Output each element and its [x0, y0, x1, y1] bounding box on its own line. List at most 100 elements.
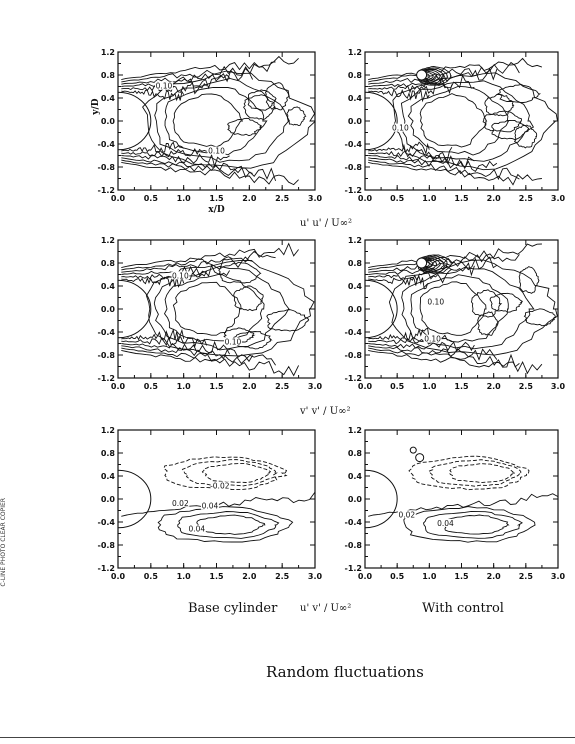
wake-contour: [145, 259, 315, 357]
x-tick-label: 3.0: [551, 572, 566, 581]
wake-contour: [419, 281, 487, 336]
y-tick-label: 0.4: [101, 282, 116, 291]
y-tick-label: 1.2: [101, 236, 115, 245]
contour-label: 0.10: [427, 297, 444, 306]
x-tick-label: 1.0: [422, 572, 437, 581]
shear-layer-contour: [368, 61, 520, 83]
y-tick-label: -0.4: [345, 328, 363, 337]
y-tick-label: 0.4: [348, 472, 363, 481]
y-tick-label: 0.0: [348, 495, 363, 504]
y-tick-label: -1.2: [98, 564, 116, 573]
wake-contour: [410, 274, 509, 343]
small-contour-loop: [477, 311, 499, 336]
contour-label-bg: [200, 501, 219, 510]
wake-contour: [388, 259, 558, 356]
y-tick-label: -0.4: [345, 518, 363, 527]
wake-contour: [172, 93, 244, 148]
x-tick-label: 2.0: [487, 194, 502, 203]
contour-group: [118, 55, 315, 186]
x-tick-label: 1.5: [209, 194, 224, 203]
contour-label-bg: [154, 81, 173, 90]
x-tick-label: 2.5: [519, 194, 534, 203]
y-tick-label: -0.8: [345, 541, 363, 550]
small-contour-loop: [496, 83, 542, 103]
x-tick-label: 2.5: [519, 382, 534, 391]
shear-layer-contour: [121, 328, 185, 341]
x-tick-label: 0.5: [144, 194, 159, 203]
y-tick-label: -0.8: [345, 351, 363, 360]
y-tick-label: -1.2: [345, 564, 363, 573]
panel-uu-control: 0.0 0.5 1.0 1.5 2.0 2.5 3.0 1.2 0.8 0.4 0.0 -0.4 -0.…: [337, 40, 567, 230]
contour-group: [118, 456, 315, 543]
y-tick-label: -0.4: [98, 518, 116, 527]
contour-label: 0.10: [424, 335, 441, 344]
wake-contour: [154, 78, 291, 163]
y-tick-label: -0.4: [98, 328, 116, 337]
y-tick-label: -0.8: [98, 163, 116, 172]
y-tick-label: -1.2: [98, 186, 116, 195]
shear-layer-contour: [368, 159, 520, 181]
positive-stress-contour: [422, 510, 523, 539]
small-contour-loop: [484, 94, 515, 117]
shear-layer-contour: [368, 161, 542, 186]
y-tick-label: 0.0: [101, 305, 116, 314]
quantity-label-vv: v' v' / U∞²: [300, 406, 351, 417]
shear-layer-contour: [121, 153, 230, 168]
x-tick-label: 0.0: [358, 572, 373, 581]
small-loop-contour: [409, 446, 417, 454]
y-tick-label: -1.2: [98, 374, 116, 383]
y-tick-label: 1.2: [348, 426, 362, 435]
x-tick-label: 3.0: [551, 382, 566, 391]
shear-layer-contour: [368, 154, 475, 168]
shear-layer-contour: [121, 242, 299, 269]
small-contour-loop: [482, 110, 522, 133]
negative-stress-contour: [448, 463, 515, 484]
panel-uu-base: 0.0 0.5 1.0 1.5 2.0 2.5 3.0 1.2 0.8 0.4 0.0 -0.4 -0.…: [90, 40, 330, 230]
contour-label-bg: [187, 524, 206, 533]
y-tick-label: -0.4: [345, 140, 363, 149]
x-tick-label: 1.5: [209, 382, 224, 391]
contour-label: 0.04: [188, 525, 205, 534]
y-tick-label: 0.8: [101, 449, 116, 458]
y-tick-label: -0.8: [345, 163, 363, 172]
small-contour-loop: [233, 285, 264, 312]
contour-label-bg: [436, 518, 455, 527]
y-tick-label: 0.4: [101, 94, 116, 103]
shear-layer-contour: [368, 341, 475, 352]
contour-label: 0.10: [225, 338, 242, 347]
y-tick-label: 0.0: [101, 495, 116, 504]
vv-base-plot: 0.0 0.5 1.0 1.5 2.0 2.5 3.0 1.2 0.8 0.4 0.0 -0.4 -0.…: [98, 236, 323, 391]
shear-layer-contour: [121, 67, 254, 85]
bottom-rule: [0, 737, 575, 738]
x-tick-label: 2.0: [242, 572, 257, 581]
y-tick-label: 0.8: [101, 71, 116, 80]
x-tick-label: 0.0: [111, 382, 126, 391]
contour-label: 0.04: [202, 502, 219, 511]
small-contour-loop: [523, 308, 557, 327]
contour-label: 0.10: [208, 147, 225, 156]
plot-frame: [117, 429, 316, 569]
shear-layer-contour: [121, 250, 276, 271]
shear-layer-contour: [368, 57, 543, 81]
x-tick-label: 1.0: [422, 382, 437, 391]
contour-label: 0.02: [172, 499, 189, 508]
small-contour-loop: [223, 327, 256, 343]
y-tick-label: 1.2: [101, 48, 115, 57]
x-axis-label: x/D: [208, 205, 225, 215]
x-tick-label: 1.5: [454, 572, 469, 581]
cylinder-outline: [365, 469, 398, 529]
positive-stress-contour: [196, 514, 266, 535]
x-tick-label: 0.0: [111, 194, 126, 203]
stamp-line-1: C-LINE PHOTO: [0, 543, 7, 587]
x-tick-label: 2.5: [275, 194, 290, 203]
copier-stamp: C-LINE PHOTO CLEAR COPIER: [0, 498, 14, 587]
x-tick-label: 1.5: [454, 194, 469, 203]
panel-uv-base: 0.0 0.5 1.0 1.5 2.0 2.5 3.0 1.2 0.8 0.4 0.0 -0.4 -0.…: [90, 418, 330, 608]
caption-base-cylinder: Base cylinder: [188, 601, 278, 616]
uv-control-plot: 0.0 0.5 1.0 1.5 2.0 2.5 3.0 1.2 0.8 0.4 0.0 -0.4 -0.…: [345, 426, 566, 581]
x-tick-label: 1.0: [422, 194, 437, 203]
x-tick-label: 3.0: [308, 382, 323, 391]
shear-layer-contour: [121, 340, 230, 355]
wake-contour: [407, 85, 510, 156]
shear-layer-contour: [121, 349, 300, 377]
